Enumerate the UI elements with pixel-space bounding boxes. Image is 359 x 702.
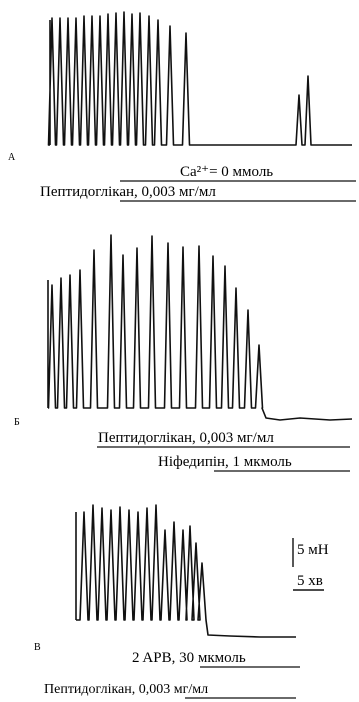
panel-b: Б Пептидоглікан, 0,003 мг/мл Ніфедипін, … — [14, 234, 353, 472]
panel-c-letter: В — [34, 642, 41, 653]
panel-c: В 2 APB, 30 мкмоль Пептидоглікан, 0,003 … — [34, 504, 300, 699]
panel-b-letter: Б — [14, 417, 20, 428]
trace-b-line — [47, 234, 353, 421]
scale-bars: 5 мН 5 хв — [292, 538, 329, 591]
panel-a-letter: А — [8, 152, 16, 163]
panel-a-label-calcium: Ca²⁺= 0 ммоль — [180, 164, 273, 180]
panel-a-label-peptidoglycan: Пептидоглікан, 0,003 мг/мл — [40, 184, 216, 200]
panel-c-label-peptidoglycan: Пептидоглікан, 0,003 мг/мл — [44, 682, 208, 697]
panel-c-label-2apb: 2 APB, 30 мкмоль — [132, 650, 246, 666]
scale-bar-time-label: 5 хв — [297, 573, 323, 589]
trace-a-line — [47, 11, 352, 146]
trace-c-line — [75, 504, 296, 638]
scale-bar-force-label: 5 мН — [297, 542, 329, 558]
panel-b-label-nifedipine: Ніфедипін, 1 мкмоль — [158, 454, 292, 470]
panel-a: А Ca²⁺= 0 ммоль Пептидоглікан, 0,003 мг/… — [8, 11, 356, 202]
panel-b-label-peptidoglycan: Пептидоглікан, 0,003 мг/мл — [98, 430, 274, 446]
